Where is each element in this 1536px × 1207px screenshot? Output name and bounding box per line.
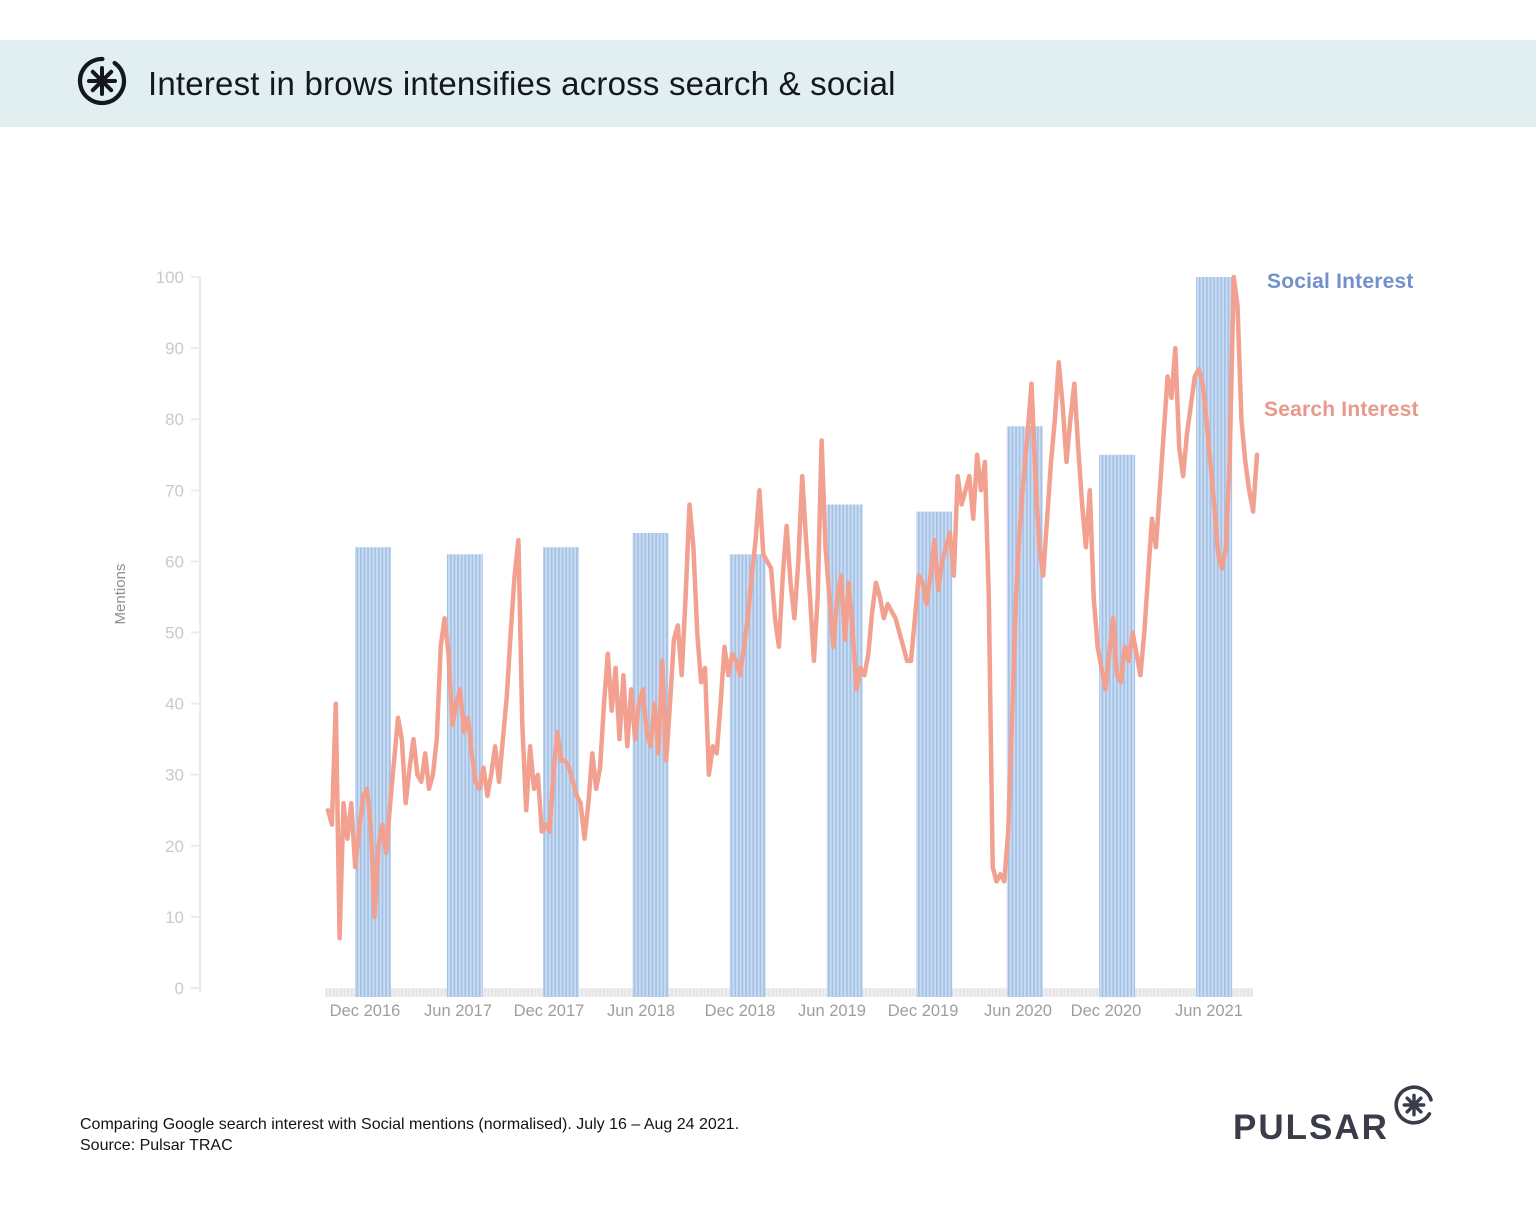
x-axis-label: Jun 2019: [798, 1002, 866, 1020]
page-title: Interest in brows intensifies across sea…: [148, 64, 896, 102]
y-tick-label: 100: [156, 268, 184, 287]
header-band: Interest in brows intensifies across sea…: [0, 40, 1536, 127]
x-axis-label: Jun 2017: [424, 1002, 492, 1020]
y-tick-label: 50: [165, 624, 184, 643]
pulsar-asterisk-icon-small: [1393, 1084, 1435, 1131]
social-interest-bar: [632, 533, 669, 997]
y-tick-label: 80: [165, 410, 184, 429]
y-axis-title: Mentions: [112, 563, 129, 625]
social-interest-bar: [446, 554, 483, 997]
y-tick-label: 70: [165, 481, 184, 500]
y-tick-label: 10: [165, 908, 184, 927]
social-interest-bar: [826, 504, 863, 997]
pulsar-wordmark: PULSAR: [1233, 1108, 1389, 1147]
x-axis-label: Dec 2019: [888, 1002, 959, 1020]
social-interest-bar: [543, 547, 579, 997]
x-axis-label: Jun 2018: [607, 1002, 675, 1020]
y-tick-label: 0: [175, 979, 184, 998]
x-axis-label: Dec 2018: [705, 1002, 776, 1020]
y-tick-label: 40: [165, 695, 184, 714]
legend-search-interest: Search Interest: [1264, 398, 1419, 421]
x-axis-label: Dec 2016: [330, 1002, 401, 1020]
x-axis-label: Jun 2020: [984, 1002, 1052, 1020]
caption-line-1: Comparing Google search interest with So…: [80, 1116, 740, 1133]
x-axis-label: Dec 2020: [1071, 1002, 1142, 1020]
y-tick-label: 30: [165, 766, 184, 785]
pulsar-asterisk-icon: [76, 55, 128, 112]
search-interest-line: [325, 274, 1260, 941]
y-tick-label: 60: [165, 552, 184, 571]
x-axis-label: Dec 2017: [514, 1002, 585, 1020]
x-tick-strip: [325, 988, 1253, 997]
chart-caption: Comparing Google search interest with So…: [80, 1114, 739, 1156]
social-interest-bar: [355, 547, 391, 997]
caption-line-2: Source: Pulsar TRAC: [80, 1137, 233, 1154]
y-tick-label: 20: [165, 837, 184, 856]
x-axis-label: Jun 2021: [1175, 1002, 1243, 1020]
y-tick-label: 90: [165, 339, 184, 358]
legend-social-interest: Social Interest: [1267, 270, 1414, 293]
social-interest-bar: [1099, 454, 1136, 998]
pulsar-logo: PULSAR: [1233, 1085, 1434, 1165]
